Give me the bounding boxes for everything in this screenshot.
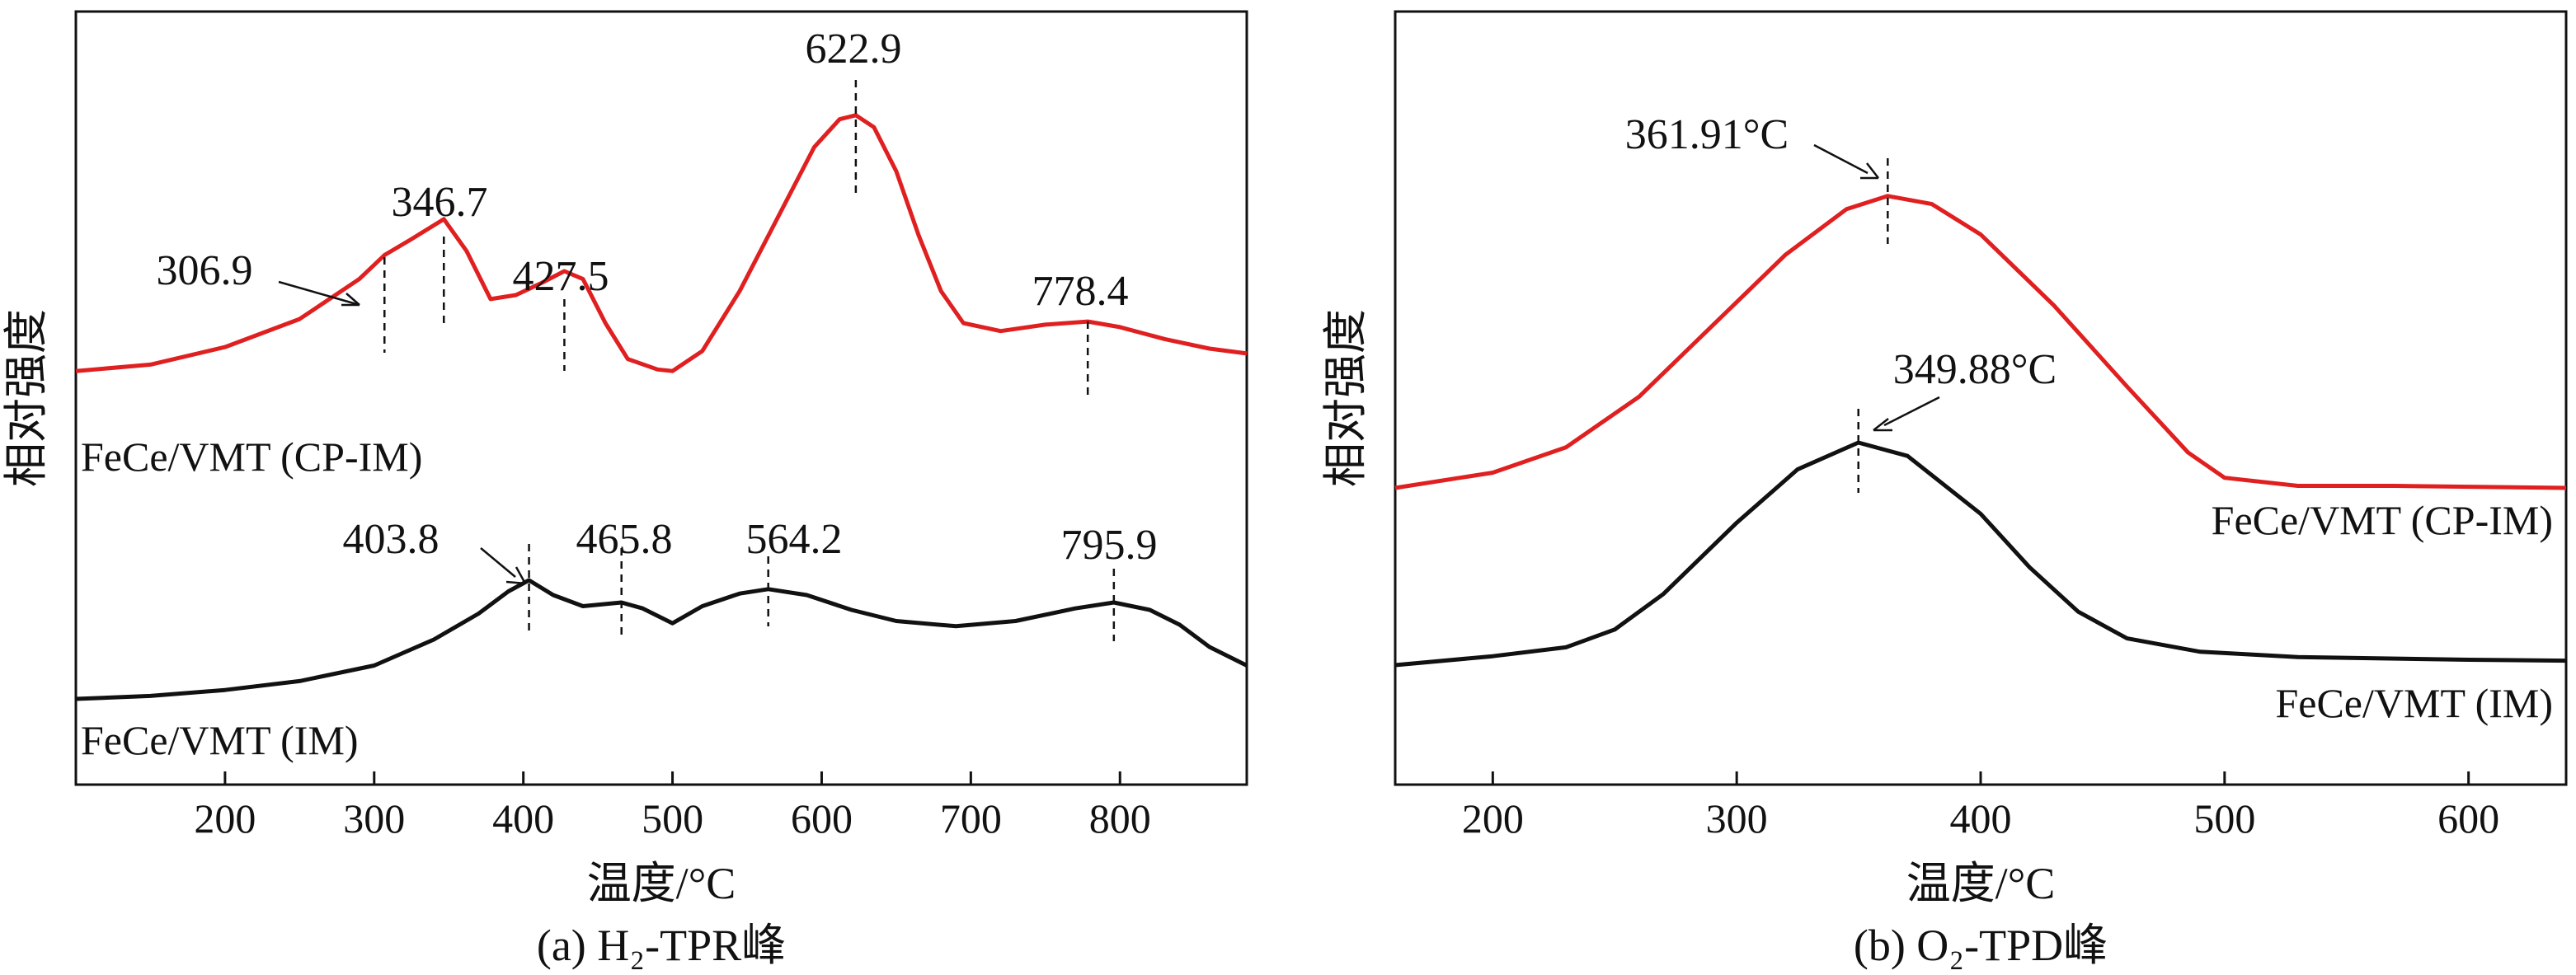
panel-a-peak-label-795-9: 795.9 bbox=[1061, 522, 1158, 569]
panel-b-caption: (b) O₂-TPD峰 bbox=[1854, 921, 2108, 970]
panel-a-xlabel: 温度/°C bbox=[587, 859, 736, 908]
panel-a-x-tick-label-200: 200 bbox=[194, 795, 256, 841]
panel-a-peak-label-403-8: 403.8 bbox=[343, 516, 440, 563]
panel-a-curve-fece-vmt-cp-im bbox=[75, 113, 1248, 373]
panel-a-peak-label-564-2: 564.2 bbox=[746, 516, 843, 563]
panel-a-x-tick-label-300: 300 bbox=[343, 795, 405, 841]
panel-a-curves bbox=[75, 113, 1248, 701]
panel-a-h2-tpr: 相对强度 温度/°C (a) H₂-TPR峰 200 300 400 500 600 70… bbox=[2, 10, 1248, 970]
arrow-349-88 bbox=[1883, 396, 1940, 427]
panel-a-peak-label-346-7: 346.7 bbox=[392, 179, 488, 226]
panel-b-peak-label-349-88-c: 349.88°C bbox=[1893, 346, 2057, 393]
panel-a-x-ticks: 200 300 400 500 600 700 800 bbox=[194, 771, 1151, 841]
panel-b-plot-frame bbox=[1394, 10, 2568, 786]
panel-a-peak-label-427-5: 427.5 bbox=[513, 253, 609, 300]
panel-b-o2-tpd: 相对强度 温度/°C (b) O₂-TPD峰 200 300 400 500 600 3… bbox=[1321, 10, 2568, 970]
arrow-306-9-head bbox=[341, 293, 360, 307]
panel-b-x-tick-label-300: 300 bbox=[1706, 795, 1768, 841]
panel-b-x-tick-label-500: 500 bbox=[2193, 795, 2255, 841]
arrow-361-91-head bbox=[1860, 162, 1879, 180]
panel-a-x-tick-label-800: 800 bbox=[1089, 795, 1151, 841]
arrow-306-9 bbox=[278, 280, 360, 307]
arrow-403-8 bbox=[480, 547, 516, 578]
panel-a-x-tick-label-500: 500 bbox=[642, 795, 703, 841]
panel-a-peak-annotations: 306.9 346.7 427.5 622.9 778.4 403.8 465.8 564.2… bbox=[157, 26, 1158, 641]
panel-a-curve-fece-vmt-im bbox=[75, 578, 1248, 701]
panel-b-label-im: FeCe/VMT (IM) bbox=[2275, 680, 2553, 726]
panel-b-x-ticks: 200 300 400 500 600 bbox=[1462, 771, 2499, 841]
arrow-361-91 bbox=[1813, 143, 1869, 175]
panel-b-xlabel: 温度/°C bbox=[1906, 859, 2056, 908]
panel-a-label-im: FeCe/VMT (IM) bbox=[81, 717, 359, 763]
panel-b-peak-annotations: 361.91°C 349.88°C bbox=[1625, 111, 2057, 493]
panel-b-curve-fece-vmt-im bbox=[1394, 440, 2567, 668]
panel-a-caption: (a) H₂-TPR峰 bbox=[537, 921, 786, 970]
panel-a-plot-frame bbox=[74, 10, 1248, 786]
panel-a-peak-label-622-9: 622.9 bbox=[806, 26, 902, 73]
panel-a-x-tick-label-700: 700 bbox=[940, 795, 1002, 841]
panel-b-x-tick-label-600: 600 bbox=[2437, 795, 2499, 841]
arrow-403-8-head bbox=[505, 566, 527, 585]
panel-a-ylabel: 相对强度 bbox=[2, 309, 51, 487]
panel-b-x-tick-label-200: 200 bbox=[1462, 795, 1524, 841]
panel-b-ylabel: 相对强度 bbox=[1321, 309, 1370, 487]
panel-b-curves bbox=[1394, 194, 2567, 668]
panel-a-x-tick-label-400: 400 bbox=[492, 795, 554, 841]
panel-b-label-cp-im: FeCe/VMT (CP-IM) bbox=[2212, 497, 2553, 543]
panel-b-curve-fece-vmt-cp-im bbox=[1394, 194, 2567, 490]
panel-a-peak-label-465-8: 465.8 bbox=[576, 516, 673, 563]
panel-b-x-tick-label-400: 400 bbox=[1950, 795, 2012, 841]
arrow-349-88-head bbox=[1873, 418, 1892, 432]
panel-a-x-tick-label-600: 600 bbox=[791, 795, 853, 841]
panel-a-peak-label-778-4: 778.4 bbox=[1032, 268, 1129, 315]
panel-a-label-cp-im: FeCe/VMT (CP-IM) bbox=[81, 434, 422, 480]
panel-a-peak-label-306-9: 306.9 bbox=[157, 247, 253, 294]
panel-b-peak-label-361-91-c: 361.91°C bbox=[1625, 111, 1789, 158]
